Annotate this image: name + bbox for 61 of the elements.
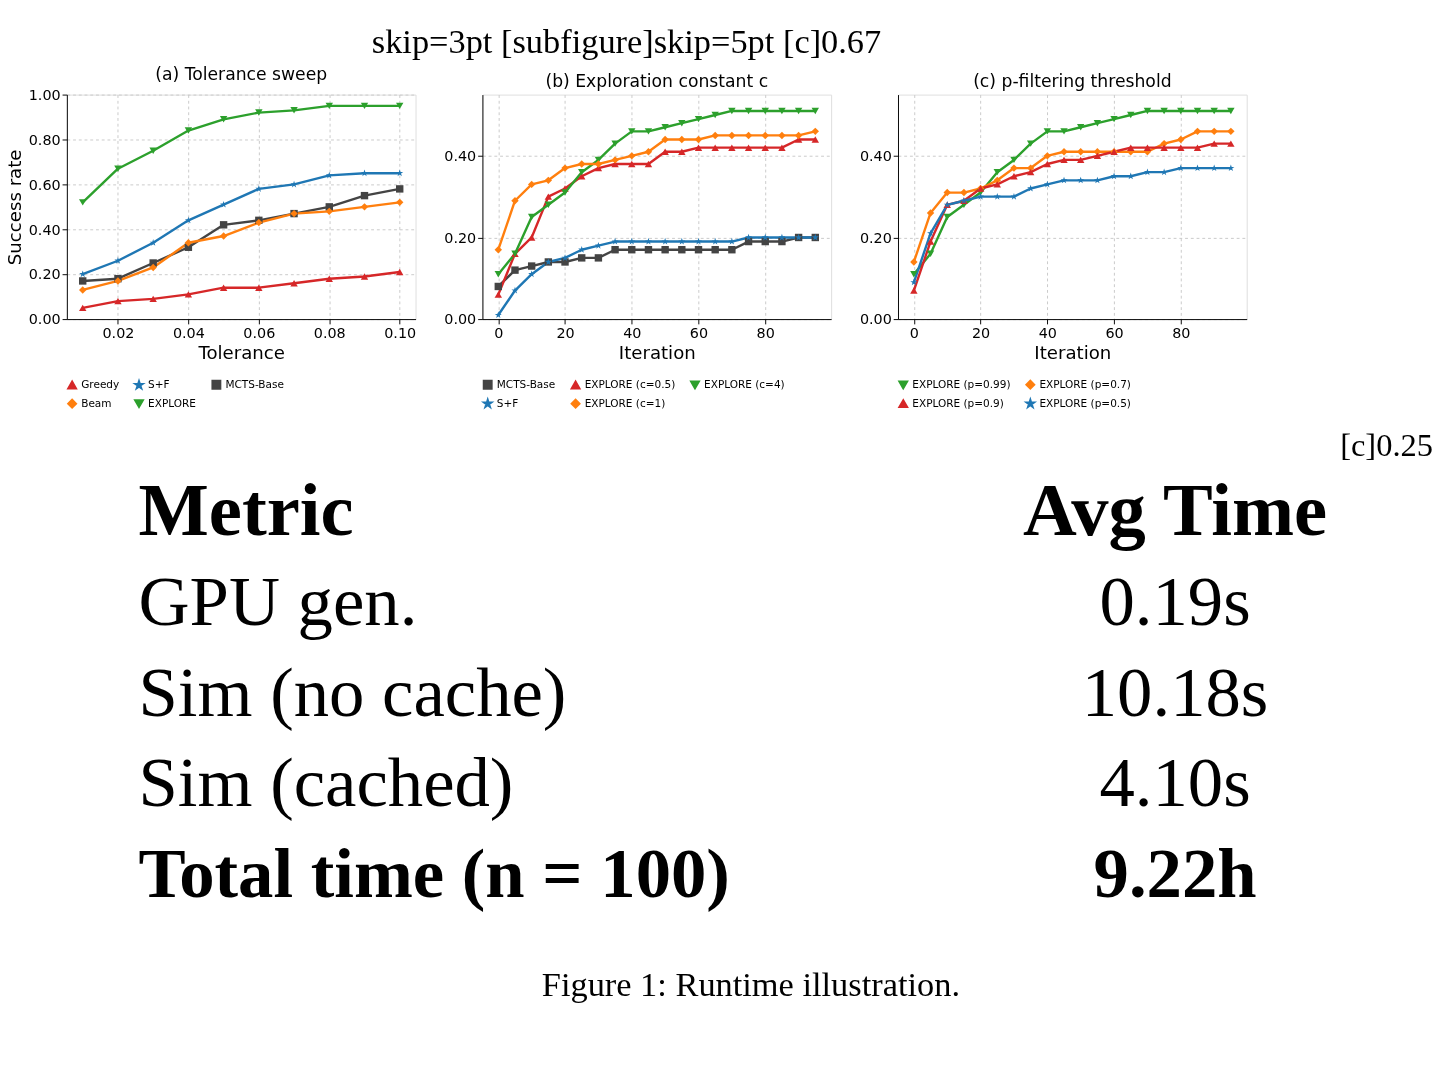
x-tick-label: 0.08 (313, 324, 346, 341)
category-label: Sim (no cache) (138, 652, 567, 731)
text: 4.10s (1099, 743, 1251, 822)
legend-label: EXPLORE (c=1) (584, 396, 666, 409)
x-tick-label: 40 (1038, 324, 1057, 341)
text: 0.19s (1099, 561, 1251, 640)
legend-label: EXPLORE (c=0.5) (584, 377, 676, 390)
y-tick-label: 0.00 (444, 311, 477, 328)
legend-label: EXPLORE (148, 396, 196, 409)
text: skip=3pt [subfigure]skip=5pt [c]0.67 (371, 22, 882, 61)
x-tick-label: 40 (623, 324, 642, 341)
text: [c]0.25 (1340, 426, 1433, 463)
x-tick-label: 0.04 (172, 324, 205, 341)
legend-label: EXPLORE (p=0.5) (1039, 396, 1131, 409)
x-tick-label: 0.10 (384, 324, 417, 341)
y-tick-label: 0.20 (859, 229, 892, 246)
y-tick-label: 0.80 (28, 131, 61, 148)
x-tick-label: 80 (1172, 324, 1191, 341)
y-tick-label: 0.40 (444, 148, 477, 165)
x-tick-label: 60 (689, 324, 709, 341)
chart-title: (b) Exploration constant c (545, 70, 769, 91)
legend-label: EXPLORE (p=0.9) (912, 396, 1004, 409)
category-label: GPU gen. (138, 561, 418, 640)
category-label: Sim (cached) (138, 743, 514, 822)
x-tick-label: 60 (1105, 324, 1124, 341)
x-axis-title: Iteration (618, 341, 696, 363)
x-axis-title: Iteration (1034, 341, 1112, 363)
y-tick-label: 0.00 (28, 311, 61, 328)
y-tick-label: 0.40 (859, 148, 892, 165)
x-tick-label: 0.06 (243, 324, 276, 341)
text: 10.18s (1081, 652, 1269, 731)
y-tick-label: 0.00 (859, 311, 892, 328)
text: Metric (138, 469, 354, 552)
x-tick-label: 0 (494, 324, 504, 341)
y-tick-label: 0.20 (28, 266, 61, 283)
x-tick-label: 20 (556, 324, 575, 341)
legend-label: EXPLORE (p=0.7) (1039, 377, 1131, 390)
chart-title: (c) p-filtering threshold (973, 70, 1172, 91)
x-axis-title: Tolerance (197, 341, 285, 363)
legend-label: EXPLORE (c=4) (704, 377, 785, 390)
legend-label: MCTS-Base (225, 377, 284, 390)
legend-label: Beam (81, 396, 112, 409)
text: 9.22h (1093, 834, 1257, 913)
legend-label: Greedy (81, 377, 120, 390)
legend-label: S+F (496, 396, 519, 409)
x-tick-label: 80 (756, 324, 775, 341)
x-tick-label: 20 (971, 324, 991, 341)
y-tick-label: 0.60 (28, 176, 61, 193)
y-tick-label: 0.40 (28, 221, 61, 238)
chart-title: (a) Tolerance sweep (155, 64, 328, 85)
y-tick-label: 1.00 (28, 86, 61, 103)
x-tick-label: 0 (909, 324, 919, 341)
y-tick-label: 0.20 (444, 229, 477, 246)
category-label: Total time (n = 100) (138, 834, 730, 913)
legend-label: MCTS-Base (496, 377, 556, 390)
legend-label: S+F (148, 377, 170, 390)
text: Avg Time (1022, 469, 1328, 552)
legend-label: EXPLORE (p=0.99) (912, 377, 1011, 390)
caption: Figure 1: Runtime illustration. (541, 965, 960, 1004)
x-tick-label: 0.02 (102, 324, 135, 341)
y-axis-title: Success rate (4, 149, 26, 266)
